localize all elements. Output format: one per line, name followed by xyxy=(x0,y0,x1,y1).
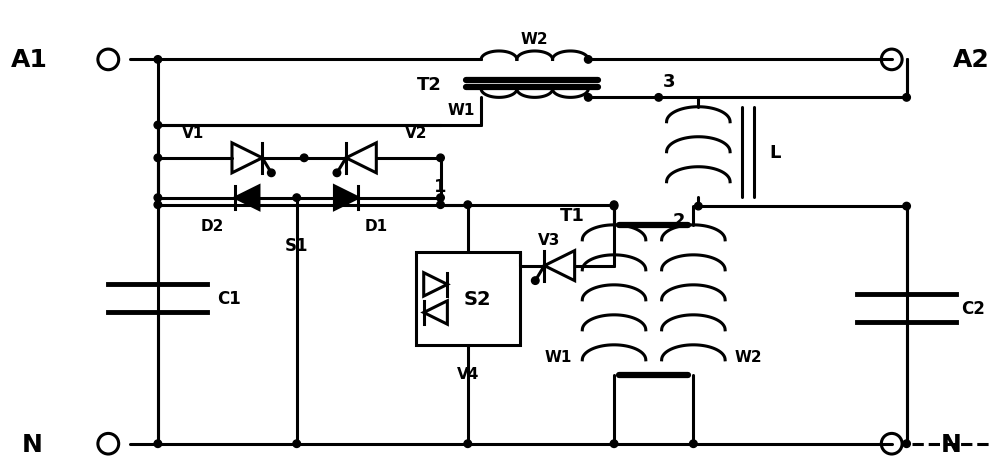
Text: 2: 2 xyxy=(672,212,685,230)
Ellipse shape xyxy=(610,440,618,447)
Text: C2: C2 xyxy=(961,299,985,317)
Text: T2: T2 xyxy=(417,75,441,93)
Text: D1: D1 xyxy=(364,219,388,234)
Text: 3: 3 xyxy=(662,73,675,91)
Ellipse shape xyxy=(903,94,910,102)
Ellipse shape xyxy=(154,155,162,162)
Ellipse shape xyxy=(154,57,162,64)
Text: N: N xyxy=(941,432,962,456)
Ellipse shape xyxy=(903,440,910,447)
Ellipse shape xyxy=(154,201,162,209)
Ellipse shape xyxy=(154,195,162,202)
Text: T1: T1 xyxy=(559,207,584,225)
Ellipse shape xyxy=(464,201,472,209)
Bar xyxy=(416,252,520,346)
Text: V2: V2 xyxy=(404,125,427,140)
Ellipse shape xyxy=(268,170,275,177)
Ellipse shape xyxy=(690,440,697,447)
Ellipse shape xyxy=(437,195,444,202)
Text: L: L xyxy=(770,143,781,161)
Text: A2: A2 xyxy=(953,48,989,72)
Text: C1: C1 xyxy=(217,290,241,308)
Ellipse shape xyxy=(584,57,592,64)
Ellipse shape xyxy=(464,440,472,447)
Ellipse shape xyxy=(437,155,444,162)
Ellipse shape xyxy=(293,195,300,202)
Text: 1: 1 xyxy=(434,178,447,196)
Ellipse shape xyxy=(584,94,592,102)
Ellipse shape xyxy=(655,94,662,102)
Polygon shape xyxy=(334,187,358,210)
Polygon shape xyxy=(235,187,259,210)
Text: W2: W2 xyxy=(735,349,763,364)
Text: W1: W1 xyxy=(545,349,572,364)
Text: V1: V1 xyxy=(181,125,204,140)
Text: A1: A1 xyxy=(11,48,47,72)
Ellipse shape xyxy=(154,122,162,129)
Ellipse shape xyxy=(154,440,162,447)
Text: S1: S1 xyxy=(285,236,308,254)
Text: W1: W1 xyxy=(448,102,475,118)
Ellipse shape xyxy=(610,201,618,209)
Ellipse shape xyxy=(695,203,702,210)
Ellipse shape xyxy=(610,203,618,210)
Ellipse shape xyxy=(293,440,300,447)
Ellipse shape xyxy=(903,203,910,210)
Ellipse shape xyxy=(300,155,308,162)
Text: N: N xyxy=(21,432,42,456)
Ellipse shape xyxy=(333,170,341,177)
Text: V4: V4 xyxy=(457,366,479,381)
Text: D2: D2 xyxy=(201,219,224,234)
Ellipse shape xyxy=(437,201,444,209)
Text: V3: V3 xyxy=(538,233,561,248)
Text: S2: S2 xyxy=(464,289,492,308)
Ellipse shape xyxy=(531,278,539,285)
Text: W2: W2 xyxy=(521,32,549,47)
